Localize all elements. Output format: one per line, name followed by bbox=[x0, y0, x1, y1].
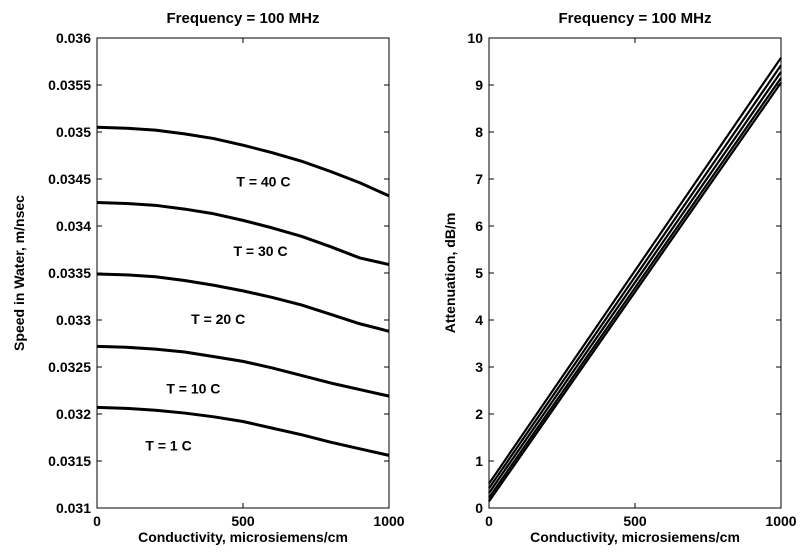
y-tick-label: 6 bbox=[475, 218, 483, 234]
chart-title: Frequency = 100 MHz bbox=[167, 10, 320, 27]
series-annotation: T = 30 C bbox=[233, 243, 287, 259]
series-annotation: T = 10 C bbox=[166, 380, 220, 396]
series-annotation: T = 40 C bbox=[236, 174, 290, 190]
x-tick-label: 1000 bbox=[765, 513, 796, 529]
x-axis-label: Conductivity, microsiemens/cm bbox=[530, 529, 740, 545]
series-annotation: T = 20 C bbox=[191, 311, 245, 327]
y-tick-label: 7 bbox=[475, 171, 483, 187]
x-tick-label: 500 bbox=[231, 513, 255, 529]
x-tick-label: 0 bbox=[93, 513, 101, 529]
y-tick-label: 0.0355 bbox=[48, 77, 91, 93]
series-line-3 bbox=[488, 77, 782, 499]
plot-frame bbox=[96, 37, 390, 509]
x-tick-label: 1000 bbox=[373, 513, 404, 529]
y-tick-label: 0.0325 bbox=[48, 359, 91, 375]
series-annotation: T = 1 C bbox=[145, 438, 191, 454]
series-line-1 bbox=[96, 201, 390, 267]
y-tick-label: 1 bbox=[475, 453, 483, 469]
series-line-4 bbox=[488, 82, 782, 503]
y-tick-label: 0.036 bbox=[56, 30, 91, 46]
x-tick-label: 0 bbox=[485, 513, 493, 529]
x-axis-label: Conductivity, microsiemens/cm bbox=[138, 529, 348, 545]
y-tick-label: 0.0345 bbox=[48, 171, 91, 187]
y-tick-label: 0 bbox=[475, 500, 483, 516]
y-tick-label: 0.033 bbox=[56, 312, 91, 328]
y-axis-label: Attenuation, dB/m bbox=[442, 213, 458, 334]
series-line-4 bbox=[96, 405, 390, 457]
y-tick-label: 3 bbox=[475, 359, 483, 375]
series-line-2 bbox=[96, 272, 390, 333]
left-chart-panel: Frequency = 100 MHz 0 500 1000 0.031 0.0315 0.… bbox=[11, 10, 405, 545]
x-tick-label: 500 bbox=[623, 513, 647, 529]
right-chart-panel: Frequency = 100 MHz 0 500 1000 0 1 2 3 4 5 6 7 8 9 10 C… bbox=[442, 10, 797, 545]
y-tick-label: 0.034 bbox=[56, 218, 91, 234]
y-tick-label: 5 bbox=[475, 265, 483, 281]
y-tick-label: 2 bbox=[475, 406, 483, 422]
y-tick-label: 0.0335 bbox=[48, 265, 91, 281]
y-tick-label: 10 bbox=[467, 30, 483, 46]
y-tick-label: 4 bbox=[475, 312, 483, 328]
y-tick-label: 0.031 bbox=[56, 500, 91, 516]
series-line-2 bbox=[488, 71, 782, 494]
y-tick-label: 0.035 bbox=[56, 124, 91, 140]
chart-title: Frequency = 100 MHz bbox=[559, 10, 712, 27]
series-line-0 bbox=[96, 125, 390, 198]
y-tick-label: 0.032 bbox=[56, 406, 91, 422]
series-line-0 bbox=[488, 57, 782, 485]
series-line-3 bbox=[96, 344, 390, 398]
y-tick-label: 9 bbox=[475, 77, 483, 93]
y-tick-label: 0.0315 bbox=[48, 453, 91, 469]
series-line-1 bbox=[488, 64, 782, 489]
y-axis-label: Speed in Water, m/nsec bbox=[11, 195, 27, 351]
y-tick-label: 8 bbox=[475, 124, 483, 140]
